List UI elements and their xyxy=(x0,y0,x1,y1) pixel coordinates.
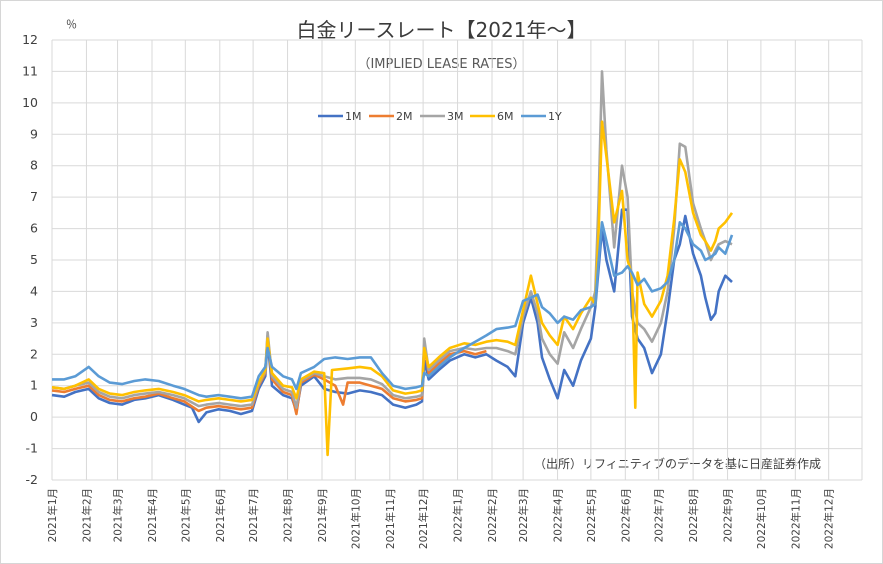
legend-label-1y: 1Y xyxy=(548,110,562,123)
x-tick-label: 2022年10月 xyxy=(755,488,768,549)
x-tick-label: 2021年12月 xyxy=(417,488,430,549)
legend-label-3m: 3M xyxy=(447,110,464,123)
x-tick-label: 2021年7月 xyxy=(247,488,260,542)
series-line-1m xyxy=(51,208,733,424)
y-tick-label: 7 xyxy=(30,189,38,204)
x-tick-label: 2021年8月 xyxy=(282,488,295,542)
y-tick-label: 10 xyxy=(22,95,38,110)
x-tick-label: 2022年1月 xyxy=(452,488,465,542)
x-tick-label: 2022年2月 xyxy=(486,488,499,542)
x-tick-label: 2021年1月 xyxy=(46,488,59,542)
x-tick-label: 2021年4月 xyxy=(146,488,159,542)
chart-title: 白金リースレート【2021年～】 xyxy=(296,18,587,42)
y-tick-label: 9 xyxy=(30,126,38,141)
y-tick-label: 0 xyxy=(30,409,38,424)
y-tick-label: 4 xyxy=(30,283,38,298)
y-axis-unit: ％ xyxy=(66,18,77,31)
x-tick-label: 2022年3月 xyxy=(517,488,530,542)
x-tick-label: 2022年9月 xyxy=(722,488,735,542)
y-tick-label: 3 xyxy=(30,315,38,330)
y-tick-label: 11 xyxy=(22,63,38,78)
series-lines xyxy=(51,70,734,457)
x-axis-ticks: 2021年1月 2021年2月 2021年3月 2021年4月 2021年5月 2021年… xyxy=(46,488,836,549)
x-tick-label: 2021年6月 xyxy=(214,488,227,542)
legend-label-2m: 2M xyxy=(396,110,413,123)
y-tick-label: 2 xyxy=(30,346,38,361)
x-tick-label: 2022年6月 xyxy=(619,488,632,542)
legend-label-6m: 6M xyxy=(497,110,514,123)
y-tick-label: 12 xyxy=(22,32,38,47)
x-tick-label: 2021年3月 xyxy=(112,488,125,542)
x-tick-label: 2021年5月 xyxy=(179,488,192,542)
x-tick-label: 2022年8月 xyxy=(687,488,700,542)
x-tick-label: 2022年7月 xyxy=(653,488,666,542)
y-tick-label: 1 xyxy=(30,378,38,393)
y-tick-label: 8 xyxy=(30,158,38,173)
series-line-2m xyxy=(51,334,487,416)
x-tick-label: 2021年2月 xyxy=(80,488,93,542)
y-tick-label: 5 xyxy=(30,252,38,267)
x-tick-label: 2022年4月 xyxy=(552,488,565,542)
x-tick-label: 2021年11月 xyxy=(384,488,397,549)
series-line-1y xyxy=(52,221,734,400)
x-tick-label: 2021年9月 xyxy=(316,488,329,542)
source-note: （出所）リフィニティブのデータを基に日産証券作成 xyxy=(534,457,822,471)
series-line-3m xyxy=(51,70,733,409)
legend-label-1m: 1M xyxy=(345,110,362,123)
gridlines xyxy=(51,39,863,481)
x-tick-label: 2022年12月 xyxy=(823,488,836,549)
x-tick-label: 2021年10月 xyxy=(349,488,362,549)
series-line-6m xyxy=(51,120,734,457)
x-tick-label: 2022年5月 xyxy=(585,488,598,542)
y-tick-label: 6 xyxy=(30,221,38,236)
x-tick-label: 2022年11月 xyxy=(789,488,802,549)
y-tick-label: -1 xyxy=(26,441,38,456)
y-tick-label: -2 xyxy=(26,472,38,487)
legend: 1M 2M 3M 6M 1Y xyxy=(318,110,562,123)
chart-subtitle: （IMPLIED LEASE RATES） xyxy=(357,57,526,72)
